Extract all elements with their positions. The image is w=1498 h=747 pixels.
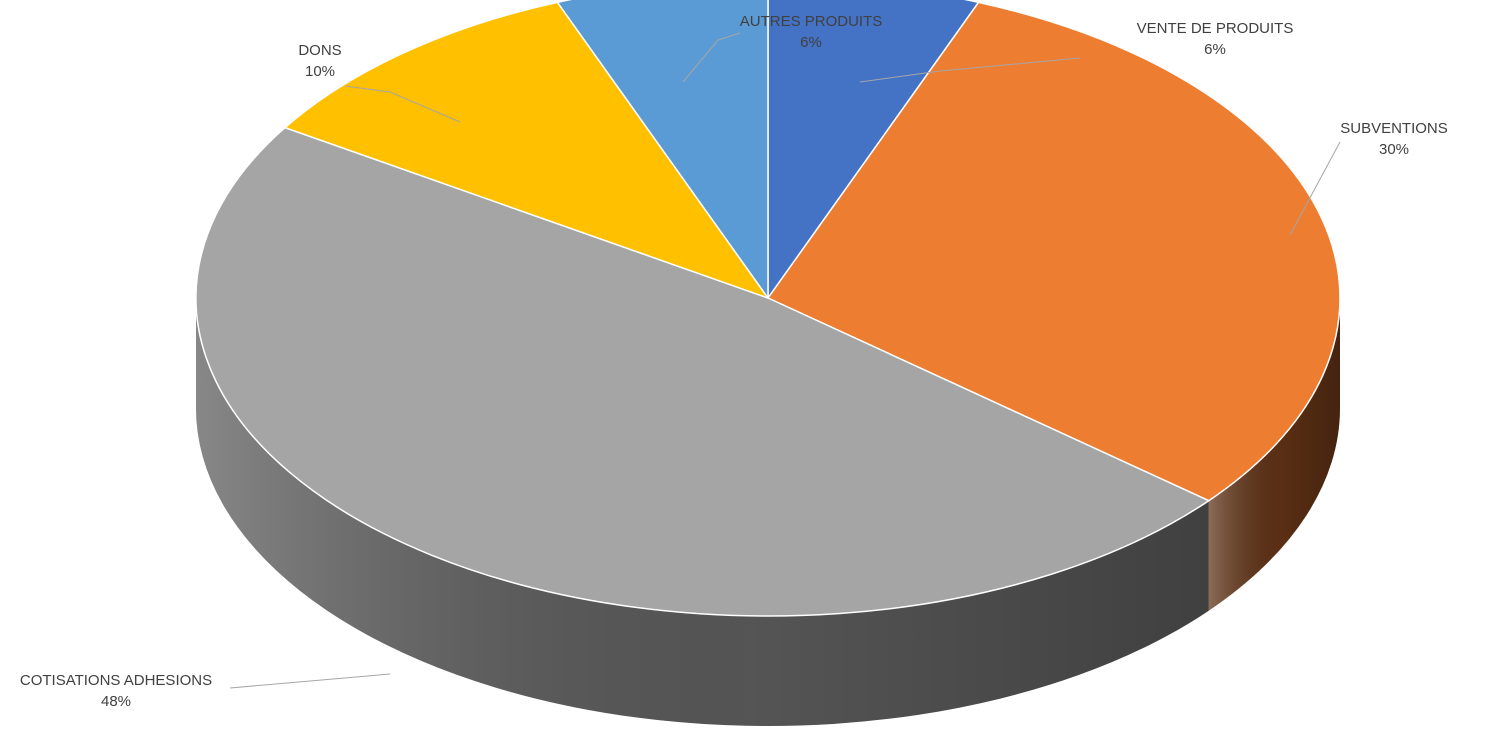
pie-top-faces: [196, 0, 1340, 616]
data-label-subventions: SUBVENTIONS 30%: [1340, 120, 1448, 158]
data-label-name: VENTE DE PRODUITS: [1137, 20, 1294, 37]
data-label-value: 6%: [800, 34, 822, 51]
data-label-value: 10%: [305, 63, 335, 80]
data-label-name: SUBVENTIONS: [1340, 120, 1448, 137]
data-label-name: COTISATIONS ADHESIONS: [20, 672, 212, 689]
data-label-value: 48%: [101, 693, 131, 710]
data-label-name: AUTRES PRODUITS: [740, 13, 883, 30]
data-label-dons: DONS 10%: [298, 42, 341, 80]
data-label-name: DONS: [298, 42, 341, 59]
leader-line-cotisations-adhesions: [230, 674, 390, 688]
data-label-cotisations-adhesions: COTISATIONS ADHESIONS 48%: [20, 672, 212, 710]
data-label-value: 30%: [1379, 141, 1409, 158]
data-label-vente-de-produits: VENTE DE PRODUITS 6%: [1137, 20, 1294, 58]
data-label-value: 6%: [1204, 41, 1226, 58]
